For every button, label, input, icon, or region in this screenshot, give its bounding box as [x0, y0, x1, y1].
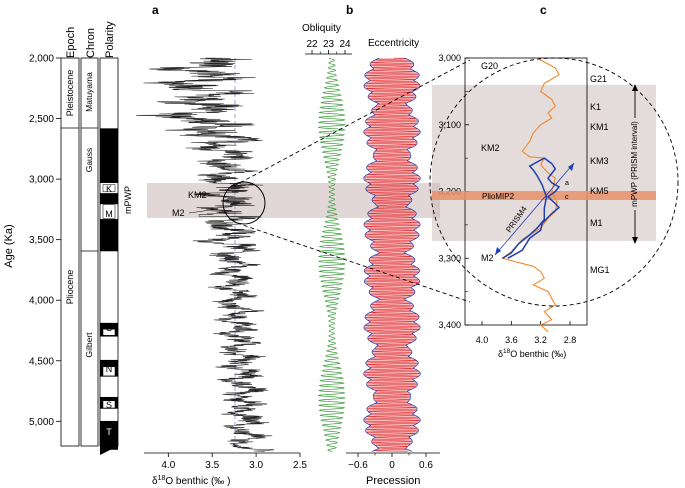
subchron-k: K [106, 184, 112, 194]
stage-km2: KM2 [481, 143, 500, 153]
age-axis: Age (Ka) 2,000 2,500 3,000 3,500 4,000 4,500 5… [3, 54, 61, 428]
stage-k1: K1 [590, 102, 601, 112]
stage-g20: G20 [481, 61, 498, 71]
epoch-header: Epoch [65, 27, 77, 58]
eccentricity-title: Eccentricity [368, 38, 419, 49]
stage-km1: KM1 [590, 122, 609, 132]
obliquity-tick: 22 [306, 39, 318, 50]
panel-c-ytick: 3,100 [438, 120, 461, 130]
eccentricity-series-left [363, 57, 381, 452]
precession-tick: 0 [389, 460, 395, 471]
subchron-t: T [106, 427, 112, 437]
subchron-s: S [106, 400, 112, 410]
polarity-normal-block [100, 128, 118, 183]
panel-a-xlabel: δ18O benthic (‰ ) [152, 475, 230, 487]
small-label-c: c [565, 194, 569, 201]
chron-matuyama: Matuyama [84, 72, 94, 112]
small-label-a: a [565, 180, 569, 187]
obliquity-title: Obliquity [302, 23, 341, 34]
precession-tick: 0.6 [419, 460, 433, 471]
panel-c-xlabel: δ18O benthic (‰) [498, 348, 566, 359]
panel-b: b Obliquity 22 23 24 Eccentricity −0.6 0 0.6… [302, 3, 440, 487]
panel-c-xtick: 2.8 [564, 335, 577, 345]
obliquity-series [317, 57, 347, 452]
stage-mg1: MG1 [590, 265, 610, 275]
panel-a-xtick: 3.5 [205, 460, 219, 471]
polarity-normal-block [100, 219, 118, 252]
interval-label: mPWP (PRISM interval) [630, 121, 639, 207]
precession-tick: −0.6 [348, 460, 368, 471]
strat-columns: Epoch Chron Polarity Pleistocene Pliocen… [60, 21, 133, 455]
zoom-circle [222, 181, 266, 225]
chron-gilbert: Gilbert [84, 332, 94, 358]
panel-c-xtick: 3.6 [505, 335, 518, 345]
panel-c-orange-series [501, 57, 560, 333]
precession-series [363, 57, 420, 452]
stage-m1: M1 [590, 218, 603, 228]
age-tick-label: 4,500 [29, 356, 54, 367]
panel-a-label: a [152, 3, 159, 17]
eccentricity-series-right [403, 57, 421, 452]
panel-a-xtick: 3.0 [249, 460, 263, 471]
age-axis-label: Age (Ka) [3, 224, 15, 267]
chron-header: Chron [85, 28, 97, 58]
panel-a: a KM2 M2 4.0 3.5 3.0 2.5 δ18O benthic (‰ ) [136, 3, 307, 487]
polarity-normal-block [100, 420, 118, 450]
panel-c-ytick: 3,300 [438, 253, 461, 263]
annotation-km2: KM2 [188, 190, 207, 200]
stage-m2: M2 [481, 253, 494, 263]
subchron-c: C [106, 323, 113, 333]
age-tick-label: 5,000 [29, 417, 54, 428]
age-tick-label: 2,000 [29, 54, 54, 65]
precession-label: Precession [366, 475, 420, 487]
age-tick-label: 3,000 [29, 175, 54, 186]
epoch-pliocene: Pliocene [65, 270, 75, 305]
epoch-pleistocene: Pleistocene [65, 70, 75, 117]
chron-gauss: Gauss [84, 148, 94, 173]
pliomip2-label: PlioMIP2 [482, 192, 515, 201]
zoom-big-circle [429, 57, 679, 307]
panel-c-ytick: 3,000 [438, 53, 461, 63]
panel-c-ytick: 3,400 [438, 320, 461, 330]
obliquity-tick: 24 [339, 39, 351, 50]
pliomip2-band [432, 191, 656, 200]
panel-c-label: c [540, 3, 547, 17]
age-tick-label: 2,500 [29, 114, 54, 125]
stage-km3: KM3 [590, 156, 609, 166]
panel-c-prism-series [502, 157, 561, 259]
obliquity-tick: 23 [323, 39, 335, 50]
panel-a-d18o-series [136, 57, 275, 452]
panel-b-label: b [346, 3, 353, 17]
subchron-m: M [105, 209, 113, 219]
mpwp-label: mPWP [123, 186, 133, 214]
prism4-arrow [494, 162, 575, 256]
age-tick-label: 4,000 [29, 296, 54, 307]
stage-km5: KM5 [590, 186, 609, 196]
polarity-column [99, 57, 119, 447]
panel-a-xtick: 2.5 [293, 460, 307, 471]
panel-a-xtick: 4.0 [161, 460, 175, 471]
stage-g21: G21 [590, 74, 607, 84]
age-tick-label: 3,500 [29, 235, 54, 246]
annotation-m2: M2 [172, 208, 185, 218]
subchron-n: N [106, 364, 113, 374]
panel-c-xtick: 4.0 [476, 335, 489, 345]
panel-c-xtick: 3.2 [534, 335, 547, 345]
polarity-header: Polarity [104, 21, 116, 58]
polarity-normal-block [100, 193, 118, 205]
